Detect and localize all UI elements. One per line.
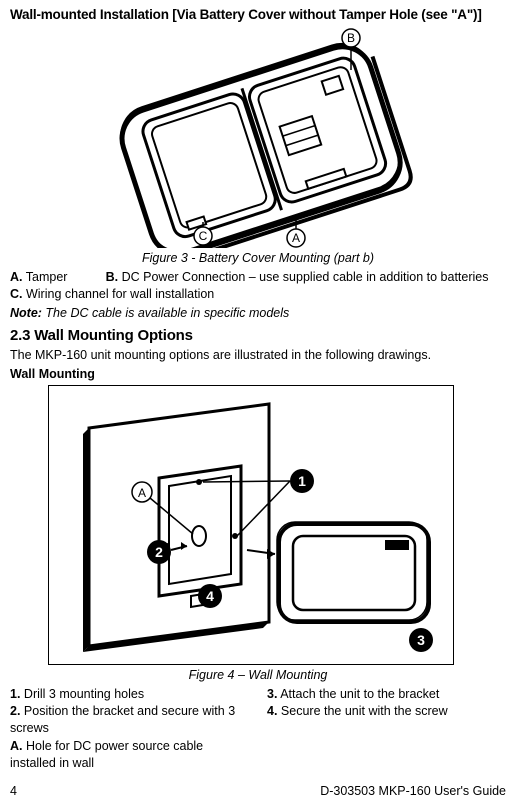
fig3-label-c: C xyxy=(199,229,208,243)
wall-mounting-subheading: Wall Mounting xyxy=(10,366,506,383)
step-1: 1. Drill 3 mounting holes xyxy=(10,686,249,703)
steps: 1. Drill 3 mounting holes 2. Position th… xyxy=(10,686,506,773)
page-number: 4 xyxy=(10,783,17,800)
step-1-key: 1. xyxy=(10,687,20,701)
doc-id: D-303503 MKP-160 User's Guide xyxy=(320,783,506,800)
figure-3-svg: B A C xyxy=(93,26,423,248)
note-label: Note: xyxy=(10,306,42,320)
fig3-legend-b-key: B. xyxy=(106,270,119,284)
step-1-text: Drill 3 mounting holes xyxy=(20,687,144,701)
fig4-label-3: 3 xyxy=(417,632,425,648)
fig3-legend-row2: C. Wiring channel for wall installation xyxy=(10,286,506,303)
figure-4-svg: 2 4 1 A 3 xyxy=(49,386,453,664)
section-2-3-body: The MKP-160 unit mounting options are il… xyxy=(10,347,506,364)
fig3-label-a: A xyxy=(292,231,300,245)
fig3-legend-a-text: Tamper xyxy=(23,270,68,284)
fig4-label-4: 4 xyxy=(206,588,214,604)
step-3-text: Attach the unit to the bracket xyxy=(277,687,439,701)
fig4-label-2: 2 xyxy=(155,544,163,560)
note-text: The DC cable is available in specific mo… xyxy=(42,306,289,320)
note-line: Note: The DC cable is available in speci… xyxy=(10,305,506,322)
fig4-label-a: A xyxy=(138,486,146,500)
figure-4-caption: Figure 4 – Wall Mounting xyxy=(10,667,506,684)
step-2-key: 2. xyxy=(10,704,20,718)
steps-col-right: 3. Attach the unit to the bracket 4. Sec… xyxy=(267,686,506,773)
step-2-text: Position the bracket and secure with 3 s… xyxy=(10,704,235,735)
fig3-legend-c-key: C. xyxy=(10,287,23,301)
page-footer: 4 D-303503 MKP-160 User's Guide xyxy=(10,783,506,800)
install-heading: Wall-mounted Installation [Via Battery C… xyxy=(10,6,506,24)
section-2-3-heading: 2.3 Wall Mounting Options xyxy=(10,326,506,346)
step-4-text: Secure the unit with the screw xyxy=(277,704,447,718)
fig3-legend-c-text: Wiring channel for wall installation xyxy=(23,287,215,301)
fig3-label-b: B xyxy=(347,31,355,45)
figure-4: 2 4 1 A 3 xyxy=(48,385,454,665)
step-a: A. Hole for DC power source cable instal… xyxy=(10,738,249,772)
figure-3-caption: Figure 3 - Battery Cover Mounting (part … xyxy=(10,250,506,267)
step-3: 3. Attach the unit to the bracket xyxy=(267,686,506,703)
fig3-legend-a-key: A. xyxy=(10,270,23,284)
fig3-legend-b-text: DC Power Connection – use supplied cable… xyxy=(118,270,488,284)
step-2: 2. Position the bracket and secure with … xyxy=(10,703,249,737)
step-4-key: 4. xyxy=(267,704,277,718)
figure-3: B A C xyxy=(10,26,506,248)
step-a-text: Hole for DC power source cable installed… xyxy=(10,739,203,770)
fig3-legend-row1: A. Tamper B. DC Power Connection – use s… xyxy=(10,269,506,286)
fig4-label-1: 1 xyxy=(298,473,306,489)
step-a-key: A. xyxy=(10,739,23,753)
step-4: 4. Secure the unit with the screw xyxy=(267,703,506,720)
steps-col-left: 1. Drill 3 mounting holes 2. Position th… xyxy=(10,686,249,773)
step-3-key: 3. xyxy=(267,687,277,701)
